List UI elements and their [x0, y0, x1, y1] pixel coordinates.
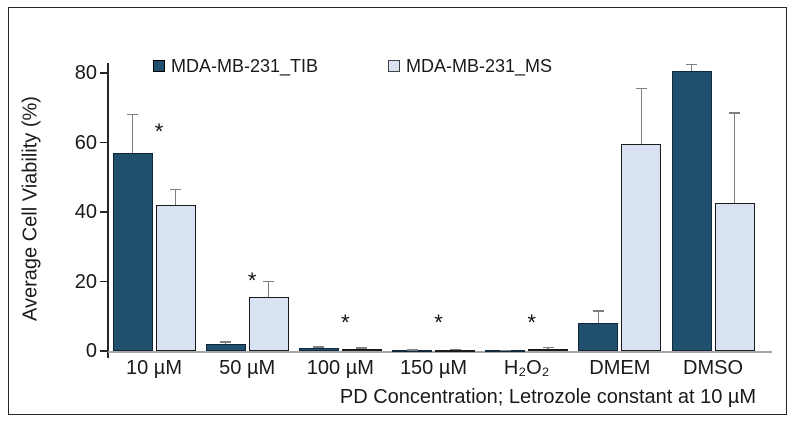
error-bar-cap — [635, 87, 647, 90]
error-bar-cap — [356, 347, 368, 349]
legend-item-tib: MDA-MB-231_TIB — [153, 55, 318, 77]
y-tick — [100, 211, 108, 213]
error-bar-cap — [313, 346, 325, 348]
y-tick-label: 80 — [74, 62, 97, 84]
error-bar-line — [690, 64, 693, 72]
x-tick-label: 100 µM — [306, 357, 374, 379]
x-axis-title: PD Concentration; Letrozole constant at … — [339, 386, 757, 408]
bar-tib — [205, 344, 246, 351]
error-bar-cap — [220, 341, 232, 343]
error-bar-line — [733, 112, 736, 204]
significance-asterisk: * — [247, 268, 257, 294]
legend-item-ms: MDA-MB-231_MS — [388, 55, 552, 77]
x-tick-label: 10 µM — [126, 357, 182, 379]
bar-tib — [112, 152, 153, 351]
significance-asterisk: * — [341, 309, 350, 335]
error-bar-cap — [449, 348, 461, 350]
error-bar-cap — [263, 280, 275, 283]
x-tick-label: 50 µM — [219, 357, 276, 379]
bar-ms — [528, 348, 569, 351]
y-tick-label: 60 — [74, 131, 97, 154]
x-tick-label: 150 µM — [399, 357, 468, 379]
error-bar-line — [640, 88, 643, 145]
bar-ms — [621, 144, 662, 351]
x-tick-label: DMSO — [683, 357, 744, 379]
bar-ms — [248, 297, 289, 351]
legend: MDA-MB-231_TIB MDA-MB-231_MS — [0, 55, 794, 77]
y-tick — [100, 72, 108, 74]
x-tick-label: DMEM — [589, 357, 651, 379]
bar-ms — [714, 203, 755, 351]
y-tick-label: 20 — [74, 270, 97, 293]
significance-asterisk: * — [434, 309, 443, 335]
x-tick-label: H₂O₂ — [503, 357, 550, 379]
error-bar-cap — [542, 346, 554, 349]
bar-ms — [155, 205, 196, 351]
bar-tib — [578, 323, 619, 351]
error-bar-cap — [729, 112, 741, 114]
significance-asterisk: * — [527, 309, 536, 335]
significance-asterisk: * — [154, 118, 164, 144]
error-bar-line — [224, 341, 227, 345]
error-bar-line — [131, 114, 134, 153]
bar-ms — [435, 349, 475, 352]
legend-swatch-tib-icon — [153, 60, 165, 72]
error-bar-line — [597, 311, 600, 324]
bar-tib — [671, 71, 712, 351]
bar-tib — [298, 348, 339, 351]
error-bar-cap — [592, 310, 604, 312]
error-bar-cap — [499, 349, 511, 352]
error-bar-cap — [170, 188, 181, 191]
y-tick — [100, 141, 108, 144]
chart-border-frame — [8, 7, 787, 415]
y-tick-label: 0 — [85, 340, 97, 362]
error-bar-line — [267, 281, 270, 298]
error-bar-cap — [686, 63, 698, 66]
x-axis-end-tick — [107, 351, 109, 358]
error-bar-cap — [127, 113, 138, 116]
error-bar-cap — [406, 349, 418, 351]
legend-label-tib: MDA-MB-231_TIB — [171, 55, 319, 76]
error-bar-line — [174, 189, 177, 206]
y-tick — [100, 350, 108, 352]
y-tick-label: 40 — [74, 201, 97, 223]
y-tick — [100, 280, 108, 283]
legend-label-ms: MDA-MB-231_MS — [406, 55, 553, 76]
y-axis-title: Average Cell Viability (%) — [19, 96, 42, 321]
y-axis-line — [107, 63, 109, 353]
legend-swatch-ms-icon — [388, 60, 400, 72]
bar-ms — [341, 349, 382, 352]
